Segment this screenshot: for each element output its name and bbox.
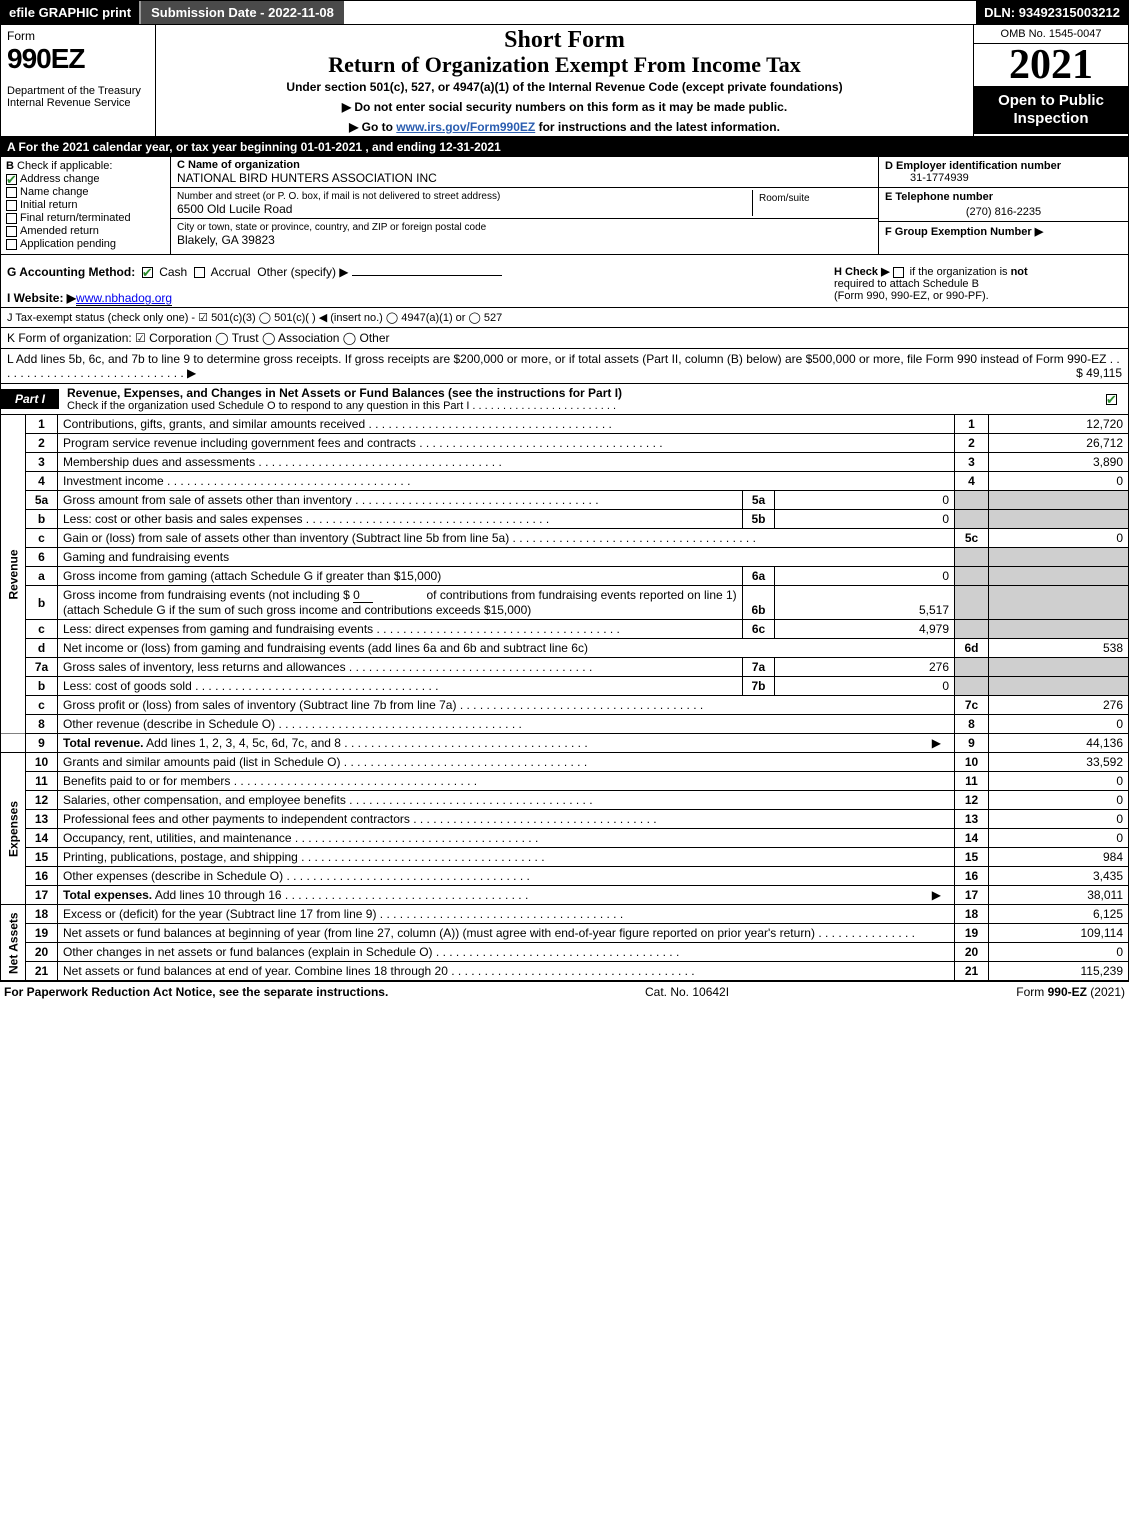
instruction-2: ▶ Go to www.irs.gov/Form990EZ for instru… xyxy=(160,120,969,134)
e-phone: E Telephone number (270) 816-2235 xyxy=(879,188,1128,222)
org-street: 6500 Old Lucile Road xyxy=(177,202,292,216)
chk-accrual[interactable] xyxy=(194,267,205,278)
row-a-tax-year: A For the 2021 calendar year, or tax yea… xyxy=(0,137,1129,157)
part1-table: Revenue 1 Contributions, gifts, grants, … xyxy=(0,415,1129,981)
line-6d: Net income or (loss) from gaming and fun… xyxy=(58,639,955,658)
gross-receipts-amount: $ 49,115 xyxy=(1076,366,1122,380)
chk-cash[interactable] xyxy=(142,267,153,278)
line-7c: Gross profit or (loss) from sales of inv… xyxy=(58,696,955,715)
g-accounting: G Accounting Method: Cash Accrual Other … xyxy=(1,255,828,307)
top-bar: efile GRAPHIC print Submission Date - 20… xyxy=(0,0,1129,25)
i-website-label: I Website: ▶ xyxy=(7,291,76,305)
row-gh: G Accounting Method: Cash Accrual Other … xyxy=(0,255,1129,308)
box-bcdef: B B Check if applicable:Check if applica… xyxy=(0,157,1129,255)
spacer xyxy=(344,1,976,24)
line-4: Investment income xyxy=(58,472,955,491)
line-13: Professional fees and other payments to … xyxy=(58,810,955,829)
c-name: C Name of organization NATIONAL BIRD HUN… xyxy=(171,157,878,188)
org-name: NATIONAL BIRD HUNTERS ASSOCIATION INC xyxy=(177,171,437,185)
header-right: OMB No. 1545-0047 2021 Open to Public In… xyxy=(973,25,1128,136)
col-b-checkboxes: B B Check if applicable:Check if applica… xyxy=(1,157,171,254)
line-15: Printing, publications, postage, and shi… xyxy=(58,848,955,867)
line-6a: Gross income from gaming (attach Schedul… xyxy=(58,567,743,586)
dln: DLN: 93492315003212 xyxy=(976,1,1128,24)
b-label: B B Check if applicable:Check if applica… xyxy=(6,160,165,172)
line-2: Program service revenue including govern… xyxy=(58,434,955,453)
chk-address-change[interactable]: Address change xyxy=(6,173,165,185)
form-number: 990EZ xyxy=(7,43,149,75)
org-city: Blakely, GA 39823 xyxy=(177,233,275,247)
form-header: Form 990EZ Department of the Treasury In… xyxy=(0,25,1129,137)
line-7b: Less: cost of goods sold xyxy=(58,677,743,696)
header-center: Short Form Return of Organization Exempt… xyxy=(156,25,973,136)
d-ein: D Employer identification number 31-1774… xyxy=(879,157,1128,188)
sidelabel-revenue: Revenue xyxy=(1,415,26,734)
line-1: Contributions, gifts, grants, and simila… xyxy=(58,415,955,434)
line-18: Excess or (deficit) for the year (Subtra… xyxy=(58,905,955,924)
line-11: Benefits paid to or for members xyxy=(58,772,955,791)
row-j-tax-exempt: J Tax-exempt status (check only one) - ☑… xyxy=(0,308,1129,328)
part1-header: Part I Revenue, Expenses, and Changes in… xyxy=(0,384,1129,415)
part1-check[interactable] xyxy=(1098,392,1128,406)
subtitle: Under section 501(c), 527, or 4947(a)(1)… xyxy=(160,80,969,94)
line-5c: Gain or (loss) from sale of assets other… xyxy=(58,529,955,548)
chk-h[interactable] xyxy=(893,267,904,278)
line-17: Total expenses. Add lines 10 through 16▶ xyxy=(58,886,955,905)
line-10: Grants and similar amounts paid (list in… xyxy=(58,753,955,772)
line-9: Total revenue. Add lines 1, 2, 3, 4, 5c,… xyxy=(58,734,955,753)
c-street: Number and street (or P. O. box, if mail… xyxy=(171,188,878,219)
website-link[interactable]: www.nbhadog.org xyxy=(76,291,172,306)
chk-final-return[interactable]: Final return/terminated xyxy=(6,212,165,224)
part1-tab: Part I xyxy=(1,389,59,409)
line-6b: Gross income from fundraising events (no… xyxy=(58,586,743,620)
sidelabel-expenses: Expenses xyxy=(1,753,26,905)
chk-amended[interactable]: Amended return xyxy=(6,225,165,237)
page-footer: For Paperwork Reduction Act Notice, see … xyxy=(0,981,1129,1002)
chk-app-pending[interactable]: Application pending xyxy=(6,238,165,250)
tax-year: 2021 xyxy=(974,44,1128,86)
phone-value: (270) 816-2235 xyxy=(885,203,1122,218)
c-city: City or town, state or province, country… xyxy=(171,219,878,249)
instruction-1: ▶ Do not enter social security numbers o… xyxy=(160,100,969,114)
open-to-public: Open to Public Inspection xyxy=(974,86,1128,134)
col-c-org-info: C Name of organization NATIONAL BIRD HUN… xyxy=(171,157,878,254)
room-suite: Room/suite xyxy=(752,190,872,216)
h-schedule-b: H Check ▶ if the organization is not req… xyxy=(828,255,1128,307)
line-1-value: 12,720 xyxy=(989,415,1129,434)
line-5a: Gross amount from sale of assets other t… xyxy=(58,491,743,510)
line-16: Other expenses (describe in Schedule O) xyxy=(58,867,955,886)
line-12: Salaries, other compensation, and employ… xyxy=(58,791,955,810)
line-19: Net assets or fund balances at beginning… xyxy=(58,924,955,943)
footer-right: Form 990-EZ (2021) xyxy=(945,985,1125,999)
line-5b: Less: cost or other basis and sales expe… xyxy=(58,510,743,529)
title-return: Return of Organization Exempt From Incom… xyxy=(160,52,969,78)
line-14: Occupancy, rent, utilities, and maintena… xyxy=(58,829,955,848)
col-def: D Employer identification number 31-1774… xyxy=(878,157,1128,254)
sidelabel-netassets: Net Assets xyxy=(1,905,26,981)
irs-link[interactable]: www.irs.gov/Form990EZ xyxy=(396,120,535,134)
chk-initial-return[interactable]: Initial return xyxy=(6,199,165,211)
submission-date: Submission Date - 2022-11-08 xyxy=(139,1,344,24)
line-21: Net assets or fund balances at end of ye… xyxy=(58,962,955,981)
ein-value: 31-1774939 xyxy=(885,172,1122,184)
row-k-form-org: K Form of organization: ☑ Corporation ◯ … xyxy=(0,328,1129,349)
footer-cat: Cat. No. 10642I xyxy=(645,985,945,999)
footer-left: For Paperwork Reduction Act Notice, see … xyxy=(4,985,645,999)
f-group-exemption: F Group Exemption Number ▶ xyxy=(879,222,1128,241)
line-3: Membership dues and assessments xyxy=(58,453,955,472)
line-7a: Gross sales of inventory, less returns a… xyxy=(58,658,743,677)
row-l-gross-receipts: L Add lines 5b, 6c, and 7b to line 9 to … xyxy=(0,349,1129,384)
line-6: Gaming and fundraising events xyxy=(58,548,955,567)
line-8: Other revenue (describe in Schedule O) xyxy=(58,715,955,734)
line-20: Other changes in net assets or fund bala… xyxy=(58,943,955,962)
chk-name-change[interactable]: Name change xyxy=(6,186,165,198)
department: Department of the Treasury Internal Reve… xyxy=(7,85,149,109)
efile-label[interactable]: efile GRAPHIC print xyxy=(1,1,139,24)
form-label: Form xyxy=(7,29,149,43)
line-6c: Less: direct expenses from gaming and fu… xyxy=(58,620,743,639)
part1-title: Revenue, Expenses, and Changes in Net As… xyxy=(59,384,1098,414)
title-short-form: Short Form xyxy=(160,27,969,54)
header-left: Form 990EZ Department of the Treasury In… xyxy=(1,25,156,136)
